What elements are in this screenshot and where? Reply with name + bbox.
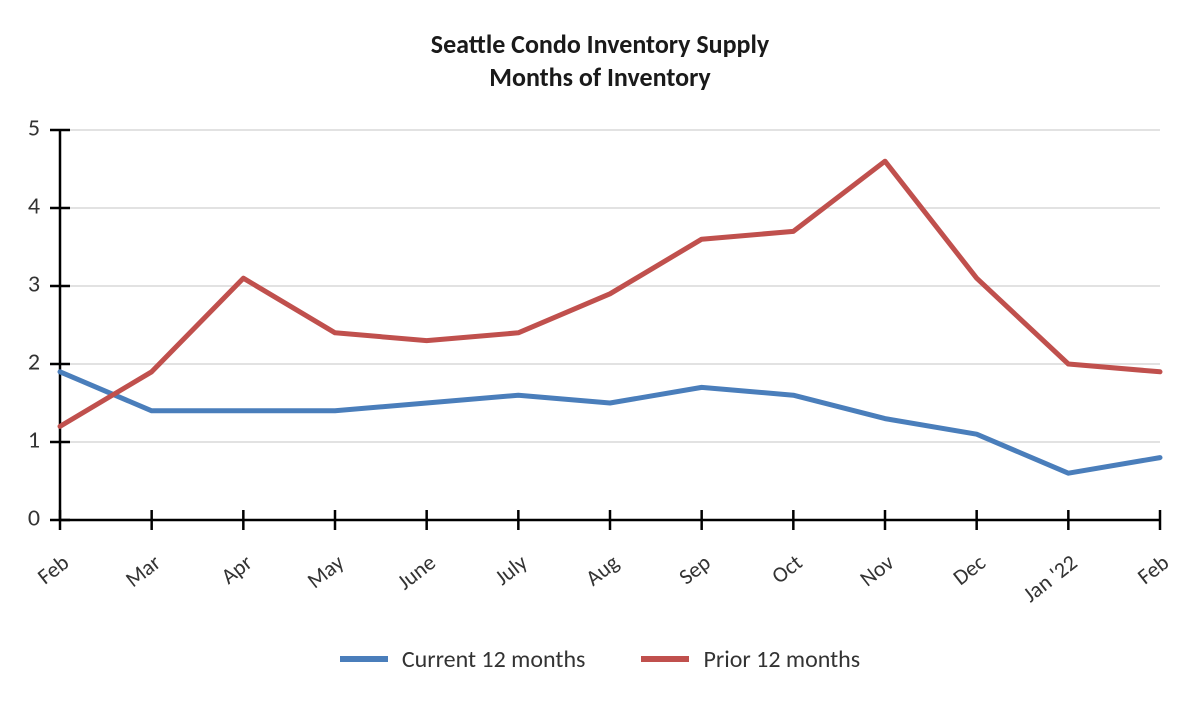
y-tick-label: 0 (28, 504, 40, 533)
series-line (60, 372, 1160, 473)
x-tick-label: Feb (32, 549, 74, 590)
y-tick-label: 5 (28, 120, 40, 143)
x-tick-label: May (302, 549, 349, 594)
legend-item: Prior 12 months (641, 645, 860, 674)
legend-swatch (340, 656, 388, 662)
y-tick-label: 3 (28, 270, 40, 299)
legend-label: Prior 12 months (703, 645, 860, 674)
x-tick-label: Nov (854, 549, 899, 592)
y-tick-label: 2 (28, 348, 40, 377)
chart-container: Seattle Condo Inventory Supply Months of… (0, 0, 1200, 703)
x-tick-label: Jan '22 (1017, 549, 1082, 608)
y-tick-label: 1 (28, 426, 40, 455)
x-tick-label: July (489, 549, 532, 591)
legend-label: Current 12 months (402, 645, 586, 674)
series-line (60, 161, 1160, 426)
x-tick-label: June (392, 549, 441, 596)
chart-legend: Current 12 months Prior 12 months (0, 640, 1200, 674)
chart-title-line2: Months of Inventory (0, 61, 1200, 94)
x-tick-label: Aug (580, 549, 624, 592)
chart-title: Seattle Condo Inventory Supply Months of… (0, 28, 1200, 93)
legend-item: Current 12 months (340, 645, 586, 674)
x-tick-label: Sep (673, 549, 715, 590)
y-tick-label: 4 (28, 192, 40, 221)
x-tick-label: Feb (1132, 549, 1174, 590)
chart-title-line1: Seattle Condo Inventory Supply (0, 28, 1200, 61)
x-tick-label: Mar (120, 548, 166, 592)
x-tick-label: Oct (766, 549, 807, 590)
x-tick-label: Apr (216, 548, 258, 589)
x-tick-label: Dec (947, 549, 990, 591)
chart-plot: 0 1 2 3 4 5 Feb Mar Apr May June July Aug Sep Oct Nov De… (15, 120, 1180, 640)
legend-swatch (641, 656, 689, 662)
